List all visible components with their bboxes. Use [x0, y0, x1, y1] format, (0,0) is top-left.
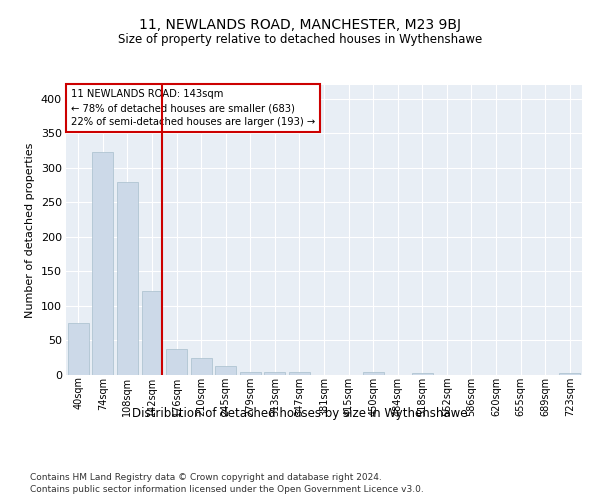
- Bar: [412, 373, 433, 375]
- Bar: [117, 182, 138, 375]
- Text: 11, NEWLANDS ROAD, MANCHESTER, M23 9BJ: 11, NEWLANDS ROAD, MANCHESTER, M23 9BJ: [139, 18, 461, 32]
- Bar: [142, 291, 163, 375]
- Bar: [166, 350, 187, 375]
- Text: 11 NEWLANDS ROAD: 143sqm
← 78% of detached houses are smaller (683)
22% of semi-: 11 NEWLANDS ROAD: 143sqm ← 78% of detach…: [71, 90, 316, 128]
- Bar: [215, 366, 236, 375]
- Text: Size of property relative to detached houses in Wythenshawe: Size of property relative to detached ho…: [118, 32, 482, 46]
- Bar: [559, 373, 580, 375]
- Bar: [191, 358, 212, 375]
- Y-axis label: Number of detached properties: Number of detached properties: [25, 142, 35, 318]
- Bar: [289, 372, 310, 375]
- Text: Contains HM Land Registry data © Crown copyright and database right 2024.: Contains HM Land Registry data © Crown c…: [30, 472, 382, 482]
- Bar: [240, 372, 261, 375]
- Bar: [265, 372, 286, 375]
- Text: Contains public sector information licensed under the Open Government Licence v3: Contains public sector information licen…: [30, 485, 424, 494]
- Bar: [68, 323, 89, 375]
- Bar: [92, 152, 113, 375]
- Bar: [362, 372, 383, 375]
- Text: Distribution of detached houses by size in Wythenshawe: Distribution of detached houses by size …: [132, 408, 468, 420]
